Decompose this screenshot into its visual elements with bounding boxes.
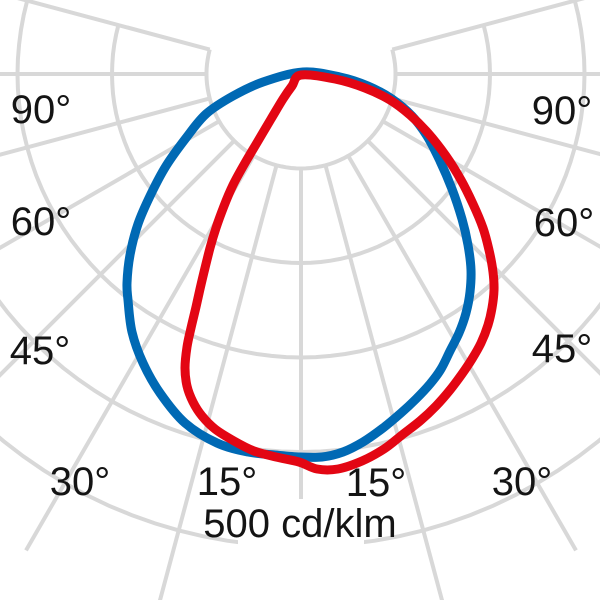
angle-label: 15°	[197, 460, 258, 504]
angle-label: 60°	[534, 201, 595, 245]
angle-label: 30°	[50, 460, 111, 504]
angle-radial-line	[391, 0, 585, 52]
unit-label: 500 cd/klm	[203, 502, 396, 546]
angle-label: 45°	[532, 327, 593, 371]
angle-label: 45°	[10, 329, 71, 373]
intensity-ring	[204, 49, 398, 171]
angle-radial-line	[323, 164, 445, 600]
distribution-curves	[122, 67, 499, 475]
angle-radial-line	[0, 119, 221, 251]
angle-label: 90°	[532, 89, 593, 133]
angle-label: 60°	[11, 200, 72, 244]
blue-curve-distribution	[122, 67, 476, 462]
angle-radial-line	[17, 0, 211, 52]
angle-radial-line	[391, 96, 600, 157]
unit-label-backing	[238, 499, 364, 551]
angle-radial-line	[366, 139, 600, 376]
angle-radial-line	[0, 96, 211, 157]
red-curve-distribution	[180, 70, 499, 475]
angle-radial-line	[157, 164, 279, 600]
angle-radial-line	[0, 139, 236, 378]
angle-label: 30°	[492, 460, 553, 504]
angle-label: 90°	[11, 88, 72, 132]
angle-radial-line	[346, 154, 578, 552]
